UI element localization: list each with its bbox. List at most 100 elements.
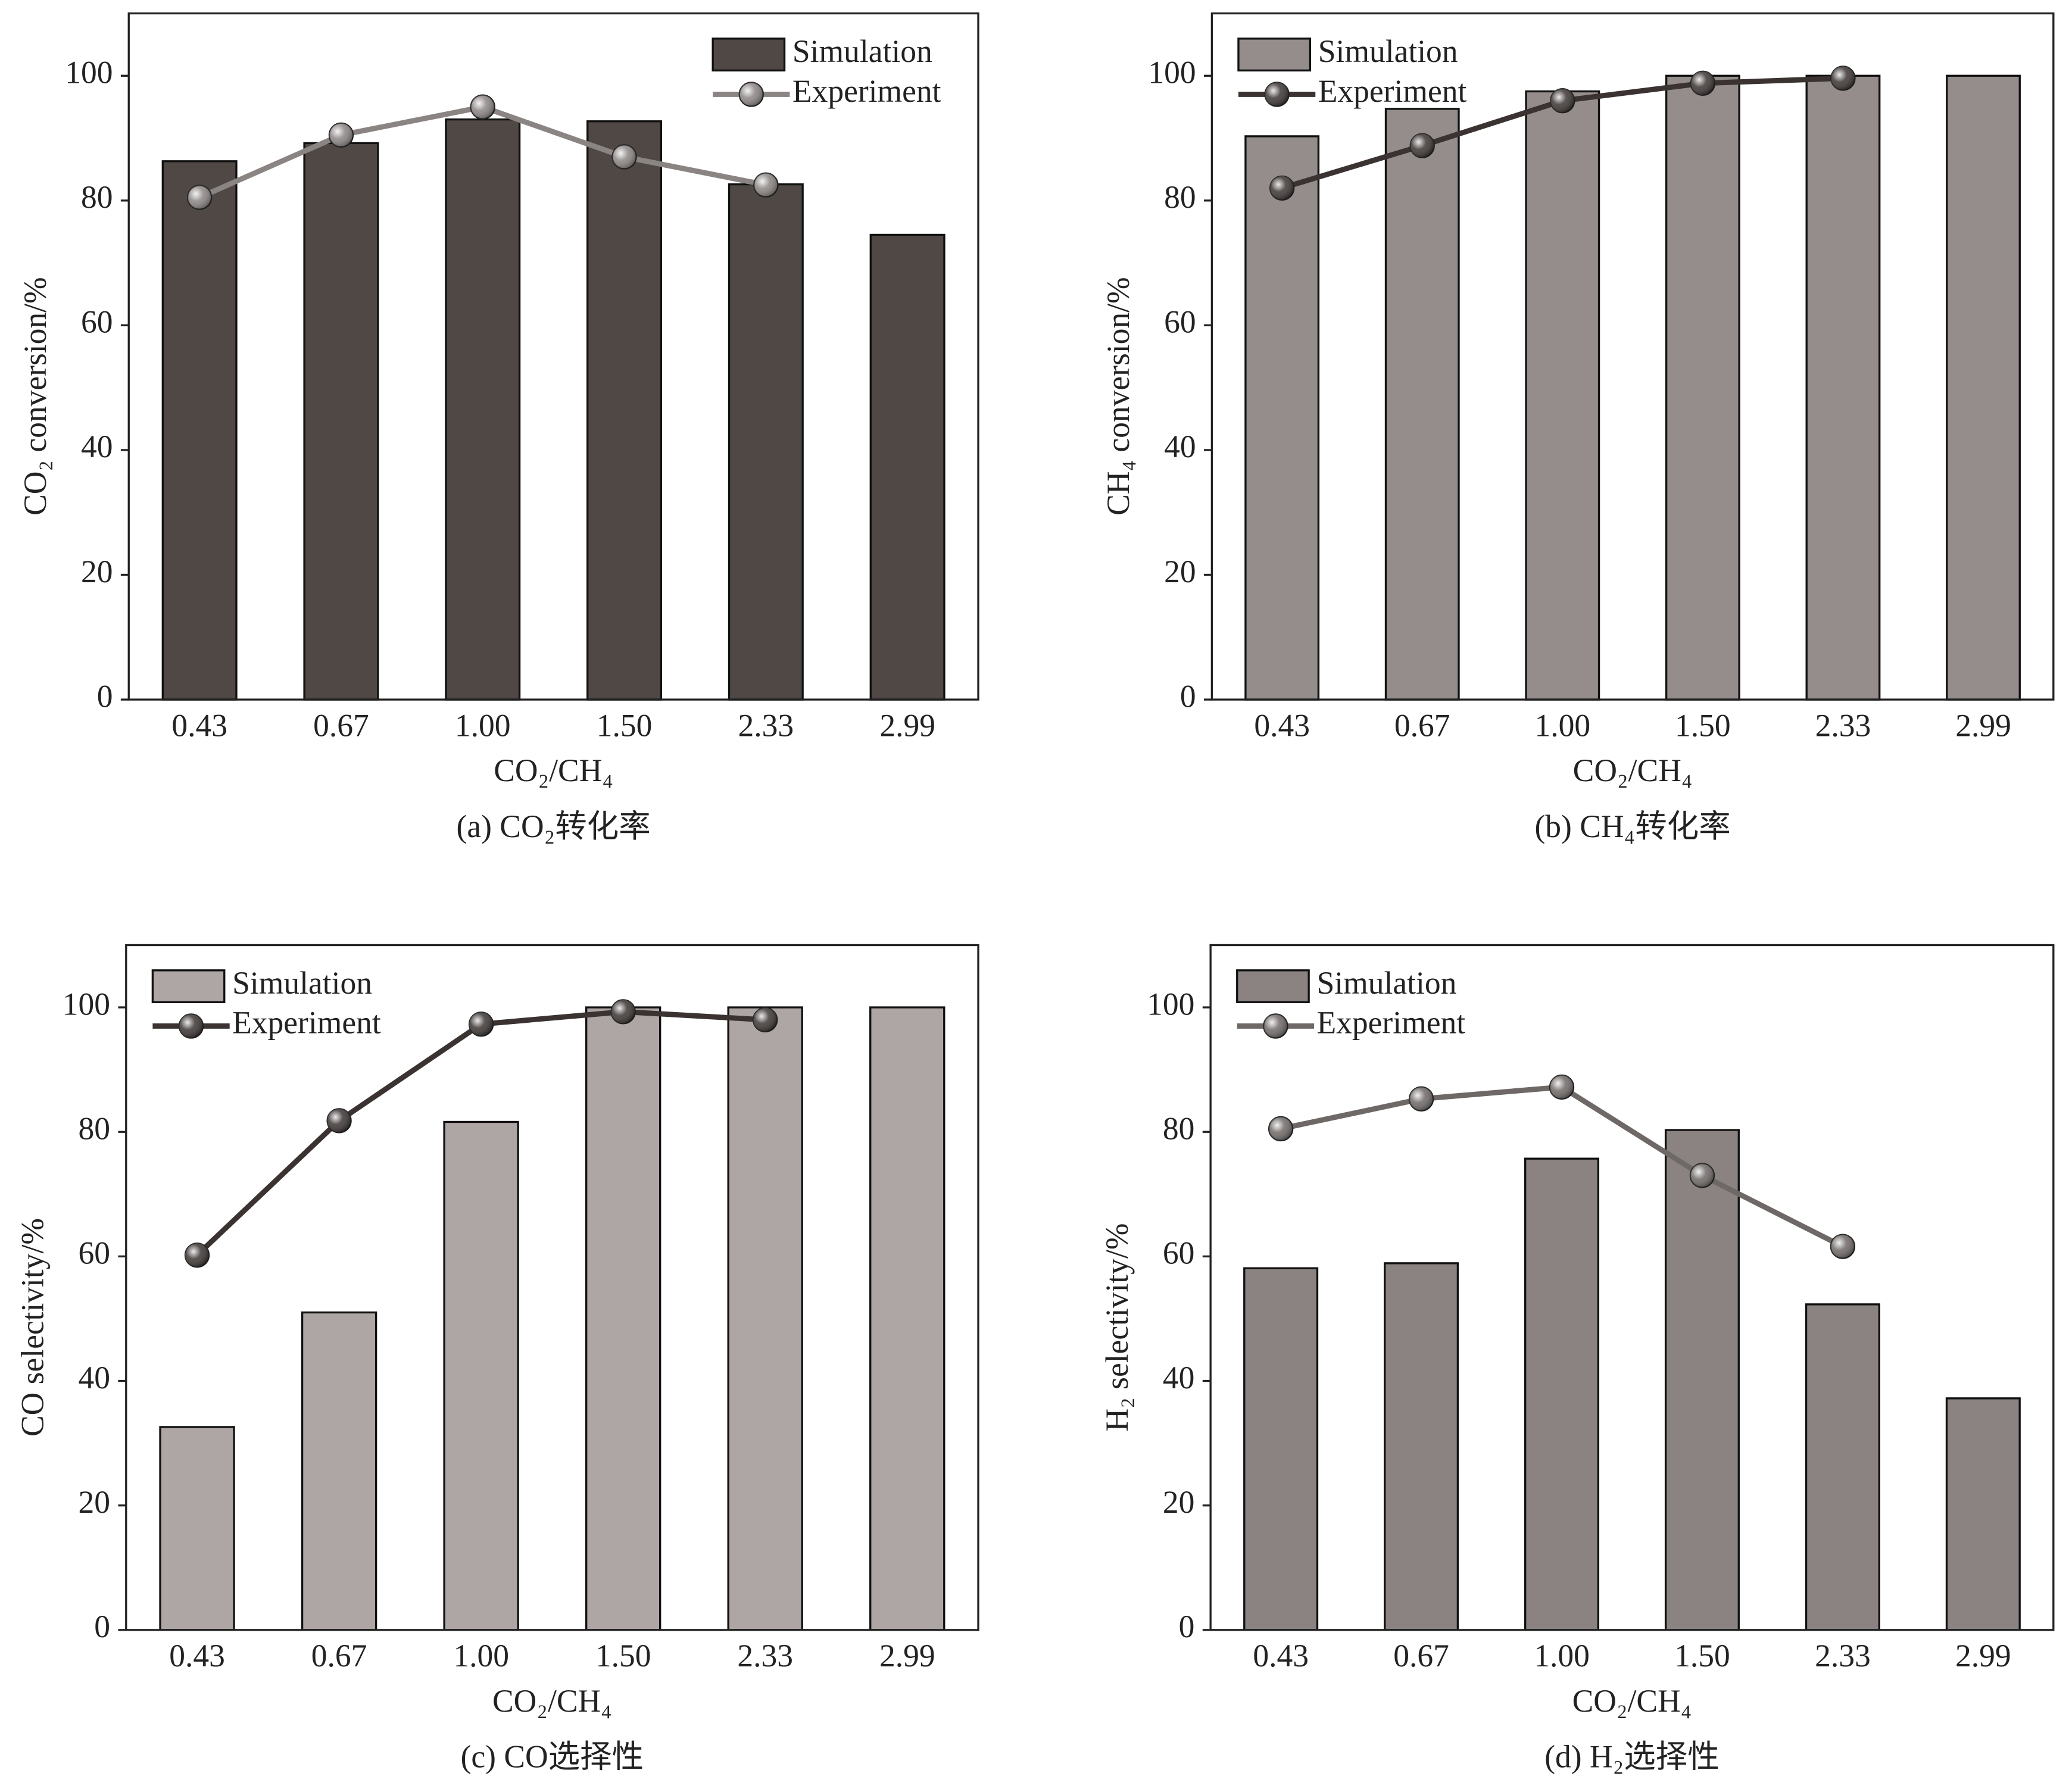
bar <box>869 1006 945 1631</box>
y-tick-label: 100 <box>1148 55 1196 90</box>
y-tick-label: 0 <box>1180 678 1196 714</box>
legend-label: Simulation <box>1318 33 1458 69</box>
y-tick-label: 20 <box>79 1484 111 1520</box>
bar <box>1243 1267 1319 1631</box>
x-tick-label: 2.99 <box>1955 1638 2011 1674</box>
bar <box>445 118 521 701</box>
y-tick-label: 60 <box>81 304 113 340</box>
x-tick-label: 0.67 <box>1393 1638 1449 1674</box>
legend-label: Experiment <box>792 73 941 109</box>
legend-swatch <box>1236 969 1310 1004</box>
bar <box>1805 74 1881 701</box>
marker-shine <box>1690 71 1715 95</box>
bar <box>1384 1262 1459 1631</box>
chart-panel: 0 20 40 60 80 100 0.43 0.67 1.00 1.50 2.33 2.99 CO₂/… <box>1100 12 2055 844</box>
x-axis-label: CO₂/CH₄ <box>492 1683 612 1719</box>
marker-shine <box>1830 1234 1855 1259</box>
x-tick-label: 1.50 <box>595 1638 651 1674</box>
x-tick-label: 0.67 <box>313 707 369 743</box>
x-tick-label: 0.67 <box>311 1638 367 1674</box>
x-axis-label: CO₂/CH₄ <box>1572 1683 1692 1719</box>
y-tick-label: 20 <box>1164 554 1196 589</box>
y-tick-label: 100 <box>63 986 110 1022</box>
marker-shine <box>754 173 778 197</box>
y-tick-label: 40 <box>1163 1360 1194 1395</box>
x-axis-label: CO₂/CH₄ <box>1573 753 1693 788</box>
chart-panel: 0 20 40 60 80 100 0.43 0.67 1.00 1.50 2.33 2.99 CO₂/… <box>14 944 979 1775</box>
y-tick-label: 40 <box>79 1360 111 1395</box>
bar <box>1664 1129 1740 1631</box>
marker-shine <box>1409 1087 1434 1111</box>
legend-marker-shine <box>179 1014 204 1038</box>
y-tick-label: 0 <box>97 678 113 714</box>
bar <box>1244 135 1320 701</box>
marker-shine <box>1690 1163 1715 1188</box>
bar <box>443 1120 519 1631</box>
bar <box>1945 1397 2021 1631</box>
bar <box>869 233 945 701</box>
y-tick-label: 80 <box>1164 179 1196 215</box>
y-tick-label: 80 <box>1163 1110 1194 1146</box>
x-tick-label: 1.00 <box>1534 707 1590 743</box>
x-tick-label: 0.43 <box>171 707 227 743</box>
chart-title: (a) CO₂转化率 <box>457 808 651 844</box>
y-tick-label: 0 <box>94 1609 110 1644</box>
x-tick-label: 2.33 <box>737 1638 793 1674</box>
x-tick-label: 1.00 <box>455 707 511 743</box>
x-tick-label: 2.99 <box>1955 707 2011 743</box>
y-tick-label: 80 <box>79 1110 111 1146</box>
bar <box>1946 74 2021 701</box>
chart-panel: 0 20 40 60 80 100 0.43 0.67 1.00 1.50 2.33 2.99 CO₂/… <box>1099 944 2055 1775</box>
x-tick-label: 1.50 <box>1674 1638 1730 1674</box>
marker-shine <box>327 1109 351 1133</box>
chart-title: (d) H₂选择性 <box>1544 1739 1720 1775</box>
x-tick-label: 2.33 <box>738 707 794 743</box>
legend-label: Simulation <box>1317 965 1457 1001</box>
bar <box>1665 74 1740 701</box>
x-tick-label: 2.33 <box>1815 1638 1871 1674</box>
plot-frame <box>127 12 979 701</box>
legend-label: Simulation <box>232 965 372 1001</box>
legend-label: Experiment <box>1317 1005 1466 1041</box>
marker-shine <box>1831 66 1855 90</box>
bar <box>1384 108 1460 701</box>
x-tick-label: 0.43 <box>1253 1638 1309 1674</box>
y-tick-label: 60 <box>79 1235 111 1271</box>
y-axis-label: CO₂ conversion/% <box>17 277 53 516</box>
plot-frame <box>1210 12 2055 701</box>
bar <box>159 1426 235 1631</box>
plot-frame <box>125 944 979 1631</box>
x-axis-label: CO₂/CH₄ <box>494 753 613 788</box>
y-axis-label: CH₄ conversion/% <box>1100 277 1136 516</box>
bar <box>303 142 379 701</box>
legend-label: Experiment <box>1318 73 1467 109</box>
bar <box>161 160 238 701</box>
y-tick-label: 60 <box>1163 1235 1194 1271</box>
x-tick-label: 1.00 <box>1534 1638 1590 1674</box>
chart-title: (b) CH₄转化率 <box>1534 808 1730 844</box>
y-tick-label: 60 <box>1164 304 1196 340</box>
y-tick-label: 40 <box>1164 429 1196 464</box>
marker-shine <box>612 145 636 169</box>
bar <box>1524 1157 1600 1631</box>
marker-shine <box>329 123 354 147</box>
y-tick-label: 100 <box>65 55 113 90</box>
marker-shine <box>185 1243 210 1267</box>
bar <box>727 1006 803 1631</box>
legend-swatch <box>151 969 226 1004</box>
chart-title: (c) CO选择性 <box>461 1739 644 1775</box>
plot-frame <box>1209 944 2055 1631</box>
x-tick-label: 1.50 <box>597 707 653 743</box>
y-axis-label: H₂ selectivity/% <box>1099 1223 1135 1432</box>
marker-shine <box>470 95 495 119</box>
bar <box>1525 90 1600 701</box>
y-tick-label: 40 <box>81 429 113 464</box>
y-tick-label: 0 <box>1179 1609 1195 1644</box>
marker-shine <box>188 185 212 210</box>
y-tick-label: 20 <box>81 554 113 589</box>
x-tick-label: 0.43 <box>1254 707 1310 743</box>
x-tick-label: 0.43 <box>169 1638 225 1674</box>
legend-swatch <box>712 38 786 72</box>
marker-shine <box>1410 133 1434 158</box>
